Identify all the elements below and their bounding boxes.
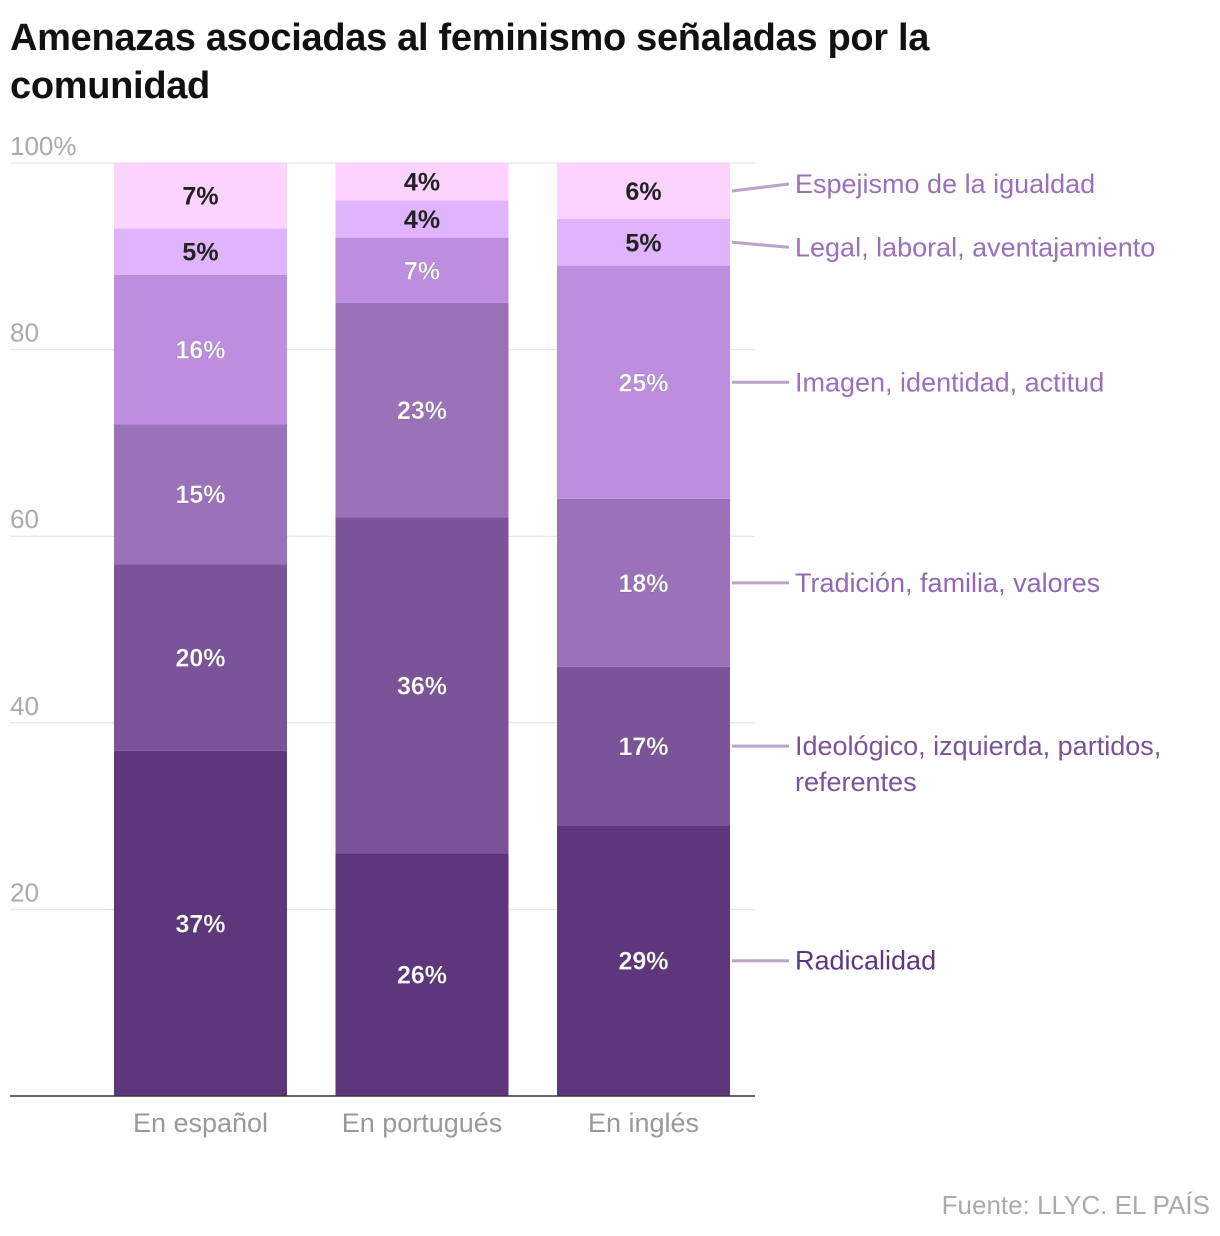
legend-label: Legal, laboral, aventajamiento — [795, 232, 1155, 262]
data-label: 15% — [175, 481, 225, 509]
bar-segment — [335, 517, 509, 854]
legend-label-line: Espejismo de la igualdad — [795, 169, 1095, 199]
x-category-label: En inglés — [588, 1108, 699, 1138]
bar-segment — [114, 274, 287, 425]
legend-label-line: Legal, laboral, aventajamiento — [795, 232, 1155, 262]
legend-label-line: Imagen, identidad, actitud — [795, 367, 1104, 397]
data-label: 17% — [618, 733, 668, 761]
legend-label: Imagen, identidad, actitud — [795, 367, 1104, 397]
legend-direct-labels: Radicalidad Ideológico, izquierda, partid… — [731, 169, 1161, 976]
y-tick-label: 40 — [10, 691, 39, 721]
data-label: 23% — [397, 397, 447, 425]
y-tick-label: 80 — [10, 318, 39, 348]
data-label: 37% — [175, 910, 225, 938]
bar-segment — [335, 853, 509, 1096]
bar-segment — [114, 163, 287, 229]
data-label: 5% — [625, 229, 661, 257]
x-category-label: En portugués — [342, 1108, 503, 1138]
data-label: 26% — [397, 962, 447, 990]
legend-leader-line — [731, 240, 790, 249]
legend-label-line: Radicalidad — [795, 946, 936, 976]
bar-segment — [557, 265, 730, 499]
data-label: 4% — [404, 169, 440, 197]
chart-title: Amenazas asociadas al feminismo señalada… — [10, 17, 930, 107]
data-label: 36% — [397, 672, 447, 700]
legend-label: Espejismo de la igualdad — [795, 169, 1095, 199]
data-label: 6% — [625, 178, 661, 206]
data-label: 18% — [618, 570, 668, 598]
data-label: 4% — [404, 206, 440, 234]
y-tick-label: 100% — [10, 131, 77, 161]
y-tick-label: 60 — [10, 504, 39, 534]
legend-leader-line — [731, 182, 790, 193]
bar-segment — [557, 498, 730, 667]
x-category-label: En español — [133, 1108, 268, 1138]
legend-label: Radicalidad — [795, 946, 936, 976]
legend-label: Tradición, familia, valores — [795, 568, 1100, 598]
source-note: Fuente: LLYC. EL PAÍS — [941, 1190, 1210, 1220]
legend-label-line: referentes — [795, 767, 917, 797]
legend-label: Ideológico, izquierda, partidos, referent… — [795, 731, 1161, 797]
bar-segment — [335, 163, 509, 201]
bar-segment — [335, 200, 509, 238]
bar-segment — [557, 825, 730, 1096]
data-labels: 37% 20% 15% 16% 5% 7% 26% 36% 23% 7% 4% 4% 29% 17% 18%… — [175, 169, 669, 990]
bars — [114, 163, 730, 1096]
data-label: 7% — [404, 257, 440, 285]
bar-segment — [114, 750, 287, 1096]
data-label: 5% — [182, 239, 218, 267]
data-label: 7% — [182, 183, 218, 211]
bar-segment — [114, 564, 287, 751]
data-label: 29% — [618, 948, 668, 976]
category-labels: En español En portugués En inglés — [133, 1108, 699, 1138]
data-label: 25% — [618, 369, 668, 397]
data-label: 20% — [175, 644, 225, 672]
bar-segment — [335, 302, 509, 518]
legend-label-line: Tradición, familia, valores — [795, 568, 1100, 598]
bar-segment — [114, 228, 287, 275]
bar-segment — [114, 424, 287, 565]
bar-segment — [335, 237, 509, 303]
y-axis-ticks: 100% 80 60 40 20 — [10, 131, 77, 907]
bar-segment — [557, 666, 730, 826]
legend-label-line: Ideológico, izquierda, partidos, — [795, 731, 1161, 761]
bar-segment — [557, 218, 730, 266]
bar-segment — [557, 163, 730, 219]
y-tick-label: 20 — [10, 877, 39, 907]
data-label: 16% — [175, 337, 225, 365]
